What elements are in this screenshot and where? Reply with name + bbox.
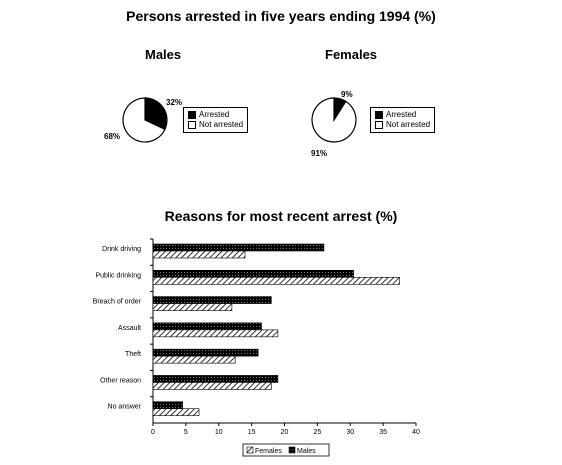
legend-label: Males — [297, 448, 316, 455]
bar-females — [152, 382, 272, 390]
males-arrested-label: 32% — [166, 98, 183, 107]
bar-males — [152, 375, 279, 383]
bar-chart-title: Reasons for most recent arrest (%) — [164, 208, 398, 224]
x-tick-label: 10 — [215, 429, 223, 436]
legend-item-arrested: Arrested — [375, 110, 430, 120]
legend-item-not-arrested: Not arrested — [188, 120, 243, 130]
figure-title: Persons arrested in five years ending 19… — [126, 8, 436, 24]
swatch-filled — [375, 111, 383, 119]
swatch-empty — [375, 121, 383, 129]
bar-males — [152, 296, 272, 304]
category-label: No answer — [108, 404, 142, 411]
females-pie-title: Females — [325, 47, 378, 62]
legend-box — [242, 443, 330, 457]
swatch-filled — [188, 111, 196, 119]
legend-label: Arrested — [199, 110, 230, 119]
bar-females — [152, 303, 233, 311]
pie-slice-not-arrested — [122, 97, 166, 143]
legend-label: Arrested — [386, 110, 417, 119]
bar-males — [152, 322, 262, 331]
bar-females — [152, 329, 279, 338]
bar-legend: Females Males — [242, 443, 330, 457]
x-tick-label: 0 — [151, 429, 155, 436]
legend-item-not-arrested: Not arrested — [375, 120, 430, 130]
category-label: Breach of order — [93, 299, 142, 306]
swatch-empty — [188, 121, 196, 129]
category-label: Drink driving — [102, 246, 141, 253]
legend-item-arrested: Arrested — [188, 110, 243, 120]
legend-swatch — [288, 446, 296, 454]
x-tick-label: 25 — [313, 429, 321, 436]
pie-slice-arrested — [144, 97, 168, 131]
x-tick-label: 15 — [248, 429, 256, 436]
bar-females — [152, 276, 400, 285]
x-tick-label: 30 — [346, 429, 354, 436]
legend-label: Females — [255, 448, 282, 455]
males-pie-legend: Arrested Not arrested — [183, 107, 249, 133]
category-label: Other reason — [100, 377, 141, 384]
bar-males — [152, 348, 259, 357]
bar-males — [152, 269, 354, 278]
x-tick-label: 40 — [412, 429, 420, 436]
pie-slice-not-arrested — [311, 97, 357, 143]
females-pie-legend: Arrested Not arrested — [370, 107, 436, 133]
males-pie-title: Males — [145, 47, 182, 62]
bar-females — [152, 250, 246, 259]
bar-females — [152, 355, 236, 364]
legend-label: Not arrested — [199, 120, 244, 129]
bar-males — [152, 243, 325, 252]
category-label: Theft — [125, 351, 141, 358]
x-tick-label: 35 — [379, 429, 387, 436]
category-label: Assault — [118, 325, 141, 332]
bar-chart: 0 5 10 15 20 25 30 35 40 Drink driving Public drin… — [93, 238, 420, 457]
bar-males — [152, 401, 183, 410]
category-label: Public drinking — [95, 272, 141, 279]
legend-label: Not arrested — [386, 120, 431, 129]
x-tick-label: 20 — [281, 429, 289, 436]
females-not-arrested-label: 91% — [311, 149, 328, 158]
legend-swatch — [246, 446, 254, 454]
males-pie — [122, 97, 168, 143]
bar-females — [152, 408, 200, 417]
females-pie — [311, 97, 357, 143]
x-tick-label: 5 — [184, 429, 188, 436]
females-arrested-label: 9% — [341, 90, 353, 99]
males-not-arrested-label: 68% — [104, 132, 121, 141]
